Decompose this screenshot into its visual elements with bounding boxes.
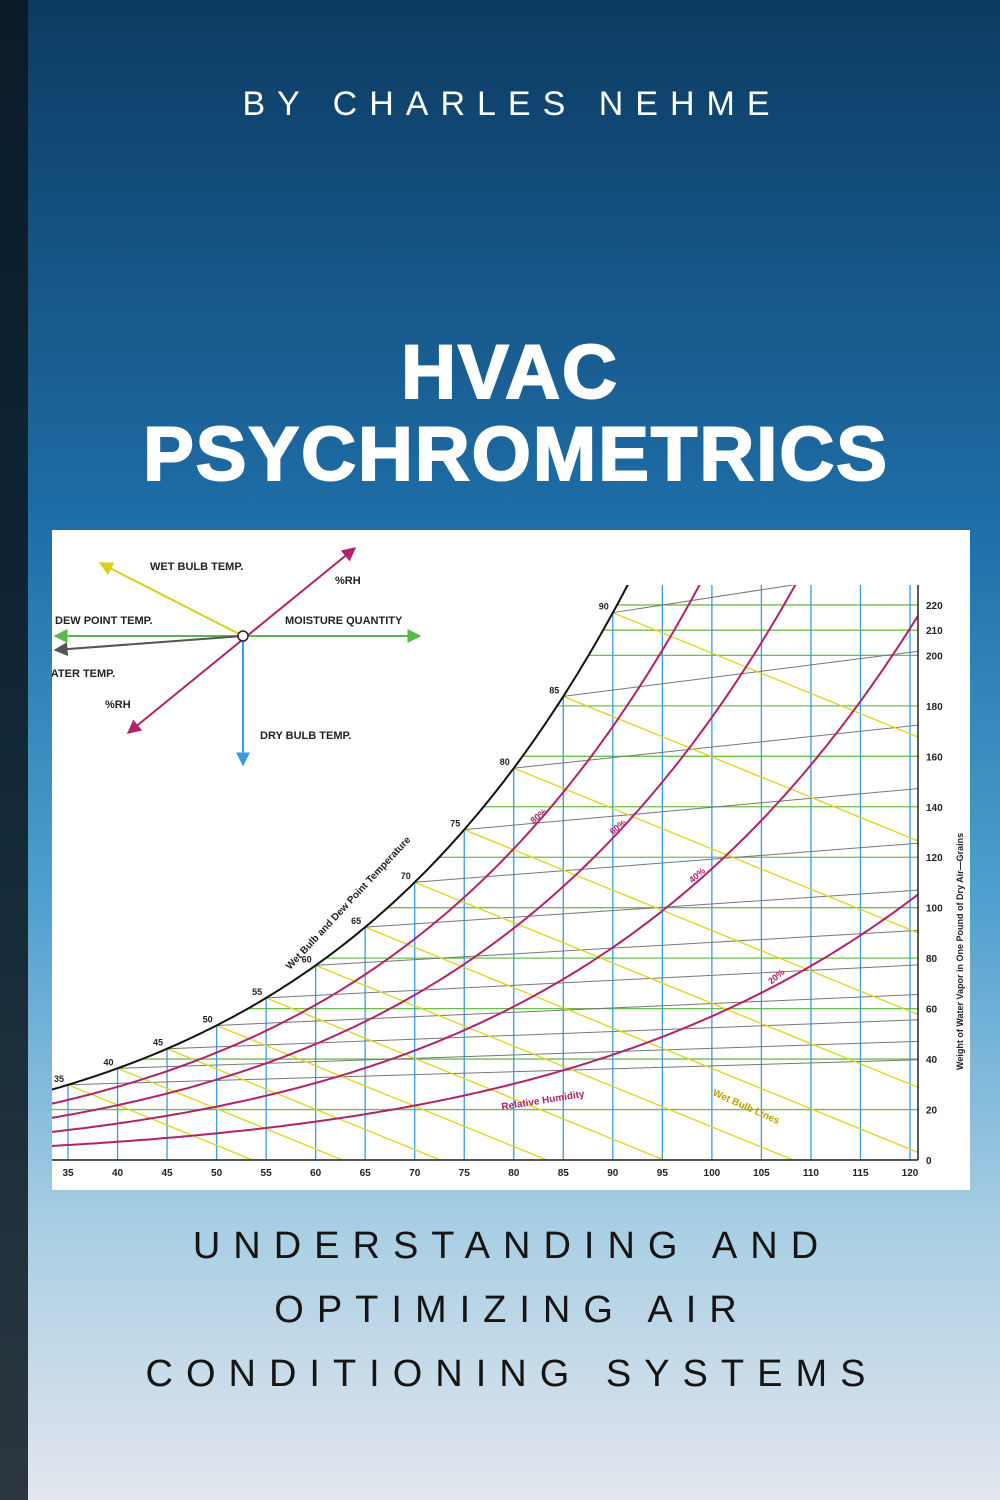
psychrometric-chart: WET BULB TEMP. %RH DEW POINT TEMP. MOIST… — [41, 530, 970, 1190]
dry-bulb-tick-label: 105 — [753, 1168, 770, 1179]
rh-curve — [52, 585, 701, 1105]
dry-bulb-tick-label: 60 — [310, 1168, 322, 1179]
grey-line — [315, 929, 918, 966]
legend-label: WATER TEMP. — [41, 668, 115, 680]
grain-tick-label: 210 — [926, 626, 943, 637]
grey-line — [513, 724, 918, 769]
dry-bulb-tick-label: 110 — [803, 1168, 820, 1179]
saturation-label: 40 — [104, 1057, 114, 1067]
subtitle-line: UNDERSTANDING AND — [193, 1225, 831, 1267]
grey-line — [464, 788, 918, 831]
saturation-label: 85 — [549, 685, 559, 695]
grain-tick-label: 120 — [926, 853, 943, 864]
rh-curve — [52, 893, 918, 1147]
author: BY CHARLES NEHME — [242, 85, 781, 123]
dry-bulb-tick-label: 95 — [657, 1168, 669, 1179]
grain-tick-label: 60 — [926, 1005, 938, 1016]
legend-label: DEW POINT TEMP. — [55, 615, 153, 627]
dry-bulb-tick-label: 85 — [558, 1168, 570, 1179]
wet-bulb-line — [414, 881, 918, 1089]
wet-bulb-line — [463, 829, 918, 1016]
legend-label: %RH — [105, 699, 131, 711]
grain-tick-label: 100 — [926, 904, 943, 915]
wet-bulb-line — [364, 926, 918, 1154]
subtitle-line: OPTIMIZING AIR — [274, 1289, 749, 1331]
grain-tick-label: 180 — [926, 702, 943, 713]
dry-bulb-tick-label: 50 — [211, 1168, 223, 1179]
saturation-label: 50 — [203, 1014, 213, 1024]
saturation-label: 90 — [599, 602, 609, 612]
dry-bulb-tick-label: 120 — [902, 1168, 919, 1179]
spine-shadow — [0, 0, 28, 1500]
saturation-label: 80 — [500, 757, 510, 767]
dry-bulb-tick-label: 65 — [360, 1168, 372, 1179]
dry-bulb-tick-label: 90 — [607, 1168, 619, 1179]
grey-line — [365, 889, 918, 928]
wet-bulb-line — [265, 997, 666, 1160]
dry-bulb-tick-label: 70 — [409, 1168, 421, 1179]
grey-line — [612, 585, 796, 614]
grain-tick-label: 160 — [926, 752, 943, 763]
dry-bulb-tick-label: 100 — [704, 1168, 721, 1179]
title-line: HVAC — [401, 330, 619, 415]
grain-tick-label: 40 — [926, 1055, 938, 1066]
dry-bulb-tick-label: 115 — [852, 1168, 869, 1179]
grey-line — [117, 1040, 918, 1069]
wet-bulb-line — [612, 612, 918, 738]
legend-label: DRY BULB TEMP. — [260, 730, 351, 742]
grain-tick-label: 140 — [926, 803, 943, 814]
dry-bulb-tick-label: 55 — [261, 1168, 273, 1179]
saturation-label: 45 — [153, 1038, 163, 1048]
wet-bulb-line — [67, 1084, 255, 1160]
legend-origin — [237, 630, 249, 642]
legend-arrow — [53, 635, 244, 657]
wet-bulb-line — [166, 1048, 442, 1160]
wet-bulb-line — [117, 1067, 345, 1160]
grain-tick-label: 200 — [926, 651, 943, 662]
wet-bulb-line — [315, 964, 795, 1160]
legend-label: %RH — [335, 575, 361, 587]
grain-tick-label: 220 — [926, 601, 943, 612]
rh-curve — [52, 613, 918, 1133]
wet-bulb-line — [513, 767, 918, 934]
saturation-label: 70 — [401, 871, 411, 881]
saturation-label: 35 — [54, 1074, 64, 1084]
grey-line — [67, 1059, 918, 1086]
plot-area — [52, 585, 918, 1160]
chart-background — [52, 530, 970, 1190]
subtitle-line: CONDITIONING SYSTEMS — [146, 1353, 879, 1395]
title-line: PSYCHROMETRICS — [143, 412, 889, 497]
dry-bulb-tick-label: 45 — [161, 1168, 173, 1179]
grain-tick-label: 20 — [926, 1106, 938, 1117]
saturation-curve — [52, 585, 629, 1091]
grain-tick-label: 80 — [926, 954, 938, 965]
dry-bulb-tick-label: 35 — [62, 1168, 74, 1179]
grain-axis-label: Weight of Water Vapor in One Pound of Dr… — [955, 833, 965, 1070]
saturation-label: 65 — [351, 916, 361, 926]
dry-bulb-tick-label: 75 — [459, 1168, 471, 1179]
dry-bulb-tick-label: 40 — [112, 1168, 124, 1179]
rh-curve — [52, 585, 797, 1119]
grain-tick-label: 0 — [926, 1156, 932, 1167]
saturation-label: 55 — [252, 987, 262, 997]
saturation-label: 60 — [302, 954, 312, 964]
legend-label: MOISTURE QUANTITY — [285, 615, 403, 627]
grey-line — [414, 842, 918, 883]
dry-bulb-tick-label: 80 — [508, 1168, 520, 1179]
wet-bulb-line — [563, 695, 918, 842]
saturation-label: 75 — [450, 819, 460, 829]
wet-bulb-line — [216, 1024, 549, 1160]
grey-line — [167, 1019, 918, 1050]
legend-label: WET BULB TEMP. — [150, 561, 243, 573]
